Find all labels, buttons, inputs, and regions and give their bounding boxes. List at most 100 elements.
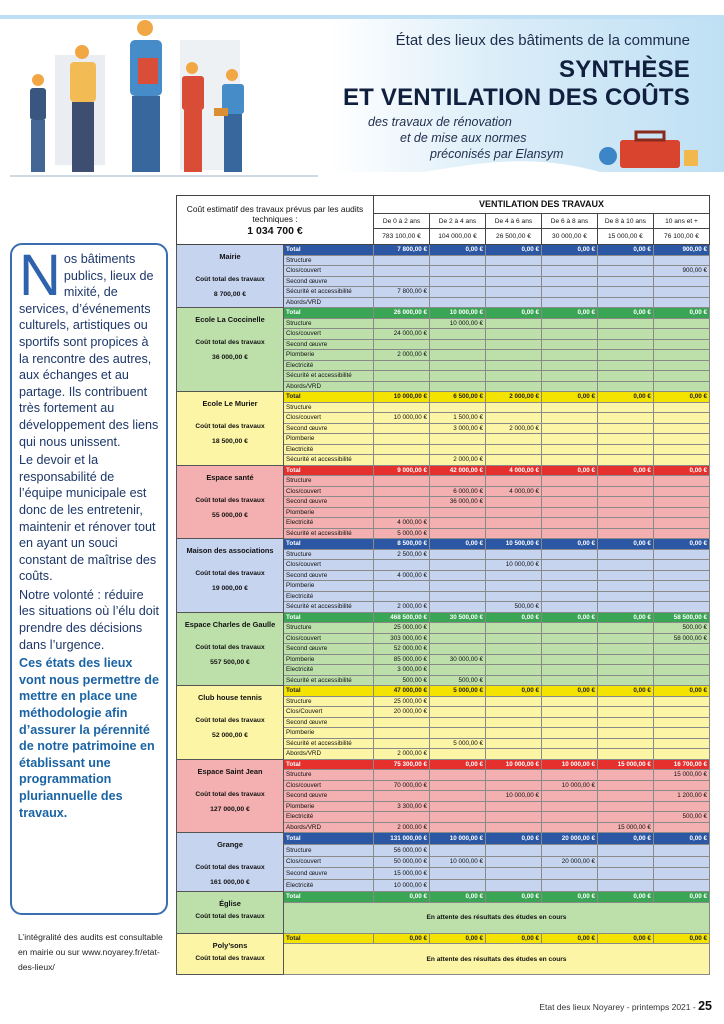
amount-cell [652,559,711,571]
row-label: Clos/couvert [282,485,375,497]
amount-cell [429,622,486,634]
amount-cell [540,706,598,718]
building-cell: Église Coût total des travaux [176,891,284,934]
amount-cell [373,401,430,413]
amount-cell: 1 200,00 € [652,790,711,802]
row-label: Electricité [282,879,375,892]
detail-row: Second œuvre 36 000,00 € [177,496,711,508]
amount-cell [484,412,542,424]
amount-cell [652,779,711,791]
row-label: Structure [282,769,375,781]
row-label: Abords/VRD [282,748,375,760]
detail-row: Electricité [177,590,711,602]
amount-cell [429,811,486,823]
amount-cell [540,433,598,445]
amount-cell [484,380,542,392]
detail-row: Sécurité et accessibilité 500,00 €500,00 … [177,674,711,686]
building-total: 19 000,00 € [212,585,248,592]
amount-cell: 0,00 € [652,891,711,903]
amount-cell [652,401,711,413]
amount-cell [540,580,598,592]
building-cost-label: Coût total des travaux [195,496,265,504]
amount-cell [596,454,654,466]
amount-cell [652,370,711,382]
building-total: 55 000,00 € [212,511,248,519]
amount-cell [652,475,711,487]
amount-cell [652,569,711,581]
amount-cell: 0,00 € [596,932,654,944]
amount-cell [373,359,430,371]
amount-cell [540,317,598,329]
footer-text: Etat des lieux Noyarey - printemps 2021 … [539,1002,696,1012]
row-label: Clos/couvert [282,265,375,277]
amount-cell [596,485,654,497]
amount-cell [652,601,711,613]
detail-row: Sécurité et accessibilité 2 000,00 € 500,0… [177,601,711,613]
amount-cell [540,359,598,371]
amount-cell: 0,00 € [596,891,654,903]
amount-cell [373,275,430,287]
total-row: Club house tennis Coût total des travaux 5… [176,685,711,760]
amount-cell [652,716,711,728]
period-label: De 8 à 10 ans [596,212,654,230]
amount-cell: 0,00 € [596,538,654,550]
amount-cell [596,590,654,602]
row-label: Clos/couvert [282,559,375,571]
amount-cell: 0,00 € [540,685,598,697]
row-label: Total [282,832,375,845]
amount-cell [652,296,711,308]
row-label: Second œuvre [282,496,375,508]
amount-cell [373,443,430,455]
header-row: Coût estimatif des travaux prévus par le… [175,195,710,245]
building-cell: Grange Coût total des travaux 161 000,00 € [176,832,284,892]
amount-cell: 2 500,00 € [373,548,430,560]
toolbox-illustration [599,130,698,168]
amount-cell [373,496,430,508]
amount-cell [596,601,654,613]
amount-cell [484,548,542,560]
amount-cell [540,517,598,529]
detail-row: Structure [177,475,711,487]
total-row: Maison des associations Coût total des tr… [176,538,711,613]
amount-cell [429,727,486,739]
amount-cell [540,496,598,508]
amount-cell [373,769,430,781]
period-amount: 26 500,00 € [484,228,542,245]
row-label: Second œuvre [282,569,375,581]
amount-cell [540,632,598,644]
amount-cell [540,867,598,881]
amount-cell: 0,00 € [652,832,711,845]
amount-cell: 3 000,00 € [429,422,486,434]
amount-cell [429,527,486,539]
amount-cell [484,359,542,371]
amount-cell [484,674,542,686]
detail-row: Abords/VRD 2 000,00 € [177,748,711,760]
total-row: Grange Coût total des travaux 161 000,00 €… [176,832,711,892]
amount-cell [484,569,542,581]
amount-cell [373,811,430,823]
amount-cell [652,590,711,602]
highlight-paragraph: Ces états des lieux vont nous permettre … [19,656,159,820]
amount-cell [484,286,542,298]
amount-cell [652,855,711,869]
total-row: Espace santé Coût total des travaux 55 000… [176,464,711,539]
amount-cell [373,790,430,802]
amount-cell [540,338,598,350]
amount-cell [652,328,711,340]
total-row: Espace Saint Jean Coût total des travaux 1… [176,758,711,833]
amount-cell [596,632,654,644]
building-cost-label: Coût total des travaux [195,423,265,430]
amount-cell [484,328,542,340]
amount-cell: 56 000,00 € [373,843,430,857]
amount-cell [540,422,598,434]
amount-cell [429,517,486,529]
amount-cell: 0,00 € [540,891,598,903]
detail-row: Second œuvre [177,716,711,728]
amount-cell [373,716,430,728]
building-total: 161 000,00 € [210,879,250,886]
building-cost-label: Coût total des travaux [195,570,265,577]
amount-cell: 24 000,00 € [373,328,430,340]
amount-cell [596,475,654,487]
amount-cell [373,296,430,308]
amount-cell [484,349,542,361]
